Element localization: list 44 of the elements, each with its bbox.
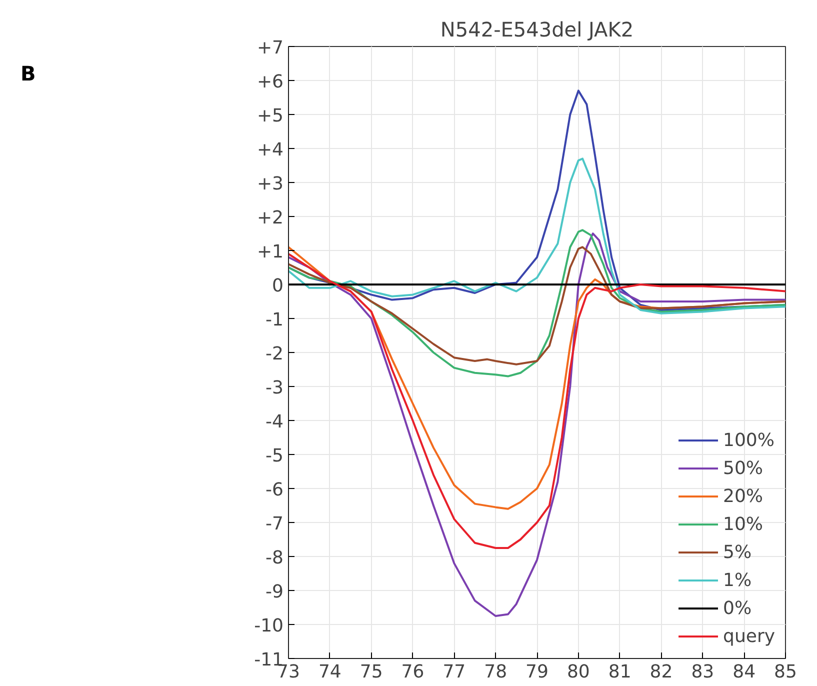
x-tick-label: 85 <box>774 662 797 682</box>
legend-label: 0% <box>723 596 752 620</box>
x-tick-label: 82 <box>650 662 673 682</box>
legend-label: 10% <box>723 512 764 536</box>
x-tick-label: 84 <box>732 662 756 682</box>
x-tick-label: 77 <box>442 662 466 682</box>
x-tick-label: 76 <box>401 662 424 682</box>
y-tick-label: +4 <box>256 140 284 160</box>
legend-label: query <box>723 624 775 648</box>
legend-label: 100% <box>723 428 774 452</box>
x-tick-label: 75 <box>360 662 383 682</box>
y-tick-label: +7 <box>256 38 284 58</box>
line-series <box>288 246 786 366</box>
text: B <box>20 61 36 86</box>
x-tick-label: 74 <box>318 662 342 682</box>
x-tick-label: 79 <box>526 662 548 682</box>
x-tick-label: 83 <box>691 662 714 682</box>
y-tick-label: -9 <box>266 582 284 602</box>
y-tick-label: -8 <box>266 548 284 568</box>
y-tick-label: 0 <box>272 276 284 296</box>
chart-title: N542-E543del JAK2 <box>440 18 634 42</box>
legend-label: 20% <box>723 484 764 508</box>
legend-label: 1% <box>723 568 752 592</box>
y-tick-label: +6 <box>256 72 284 92</box>
y-tick-label: +3 <box>256 174 284 194</box>
line-series <box>288 232 786 617</box>
x-tick-label: 78 <box>484 662 508 682</box>
y-tick-label: -2 <box>266 344 284 364</box>
line-series <box>288 158 786 314</box>
y-tick-label: +1 <box>256 242 284 262</box>
y-tick-label: +2 <box>256 208 284 228</box>
x-tick-label: 81 <box>608 662 632 682</box>
line-series <box>288 229 786 378</box>
y-tick-label: -5 <box>266 446 284 466</box>
legend-label: 50% <box>723 456 764 480</box>
legend-label: 5% <box>723 540 752 564</box>
y-tick-label: -10 <box>254 616 284 636</box>
x-tick-label: 80 <box>566 662 590 682</box>
y-tick-label: -7 <box>266 514 284 534</box>
y-tick-label: +5 <box>256 106 284 126</box>
y-tick-label: -4 <box>266 412 284 432</box>
y-tick-label: -6 <box>266 480 284 500</box>
y-tick-label: -3 <box>266 378 284 398</box>
y-tick-label: -1 <box>266 310 284 330</box>
